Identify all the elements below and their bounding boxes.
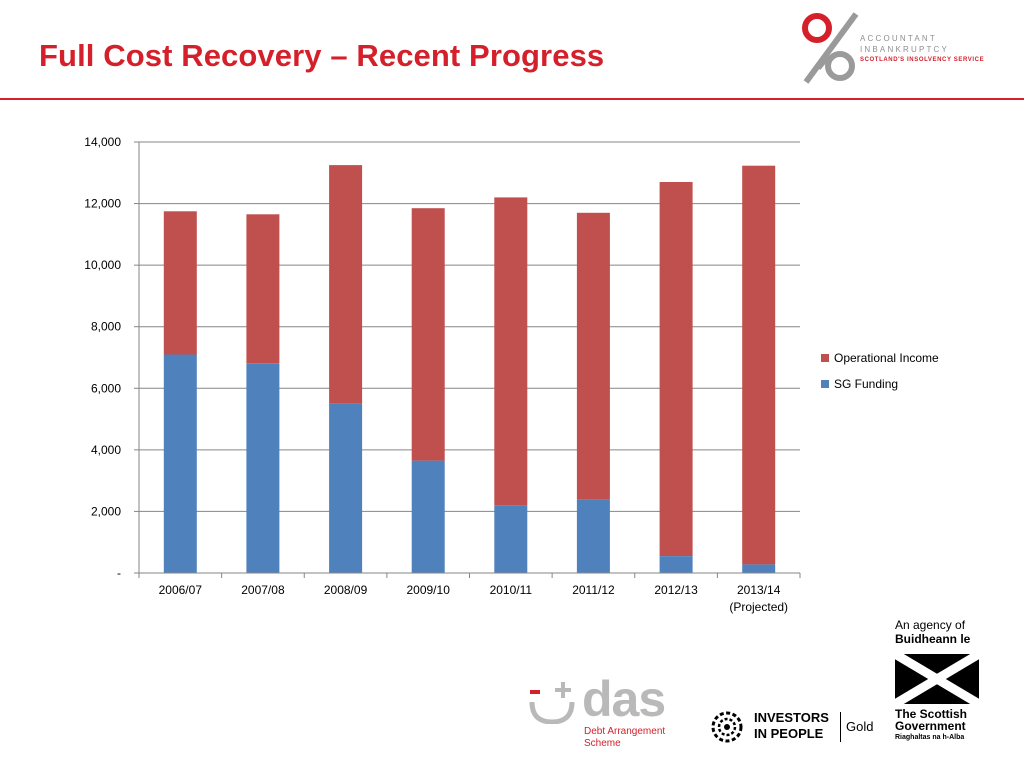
bar-sg-funding: [246, 363, 280, 573]
aib-logo-line2: INBANKRUPTCY: [860, 45, 950, 54]
bar-sg-funding: [329, 403, 363, 573]
page-title: Full Cost Recovery – Recent Progress: [39, 38, 605, 73]
iip-logo-line1: INVESTORS: [754, 710, 829, 725]
bar-operational-income: [742, 165, 776, 565]
debt-arrangement-scheme-logo: das Debt Arrangement Scheme: [528, 671, 688, 752]
iip-logo-line2: IN PEOPLE: [754, 726, 824, 741]
x-tick-label: 2012/13: [654, 583, 698, 597]
bar-operational-income: [576, 212, 610, 500]
bar-sg-funding: [576, 499, 610, 573]
scottish-government-logo: An agency of Buidheann le The Scottish G…: [893, 618, 989, 746]
percent-figure-logo-icon: [802, 12, 859, 84]
y-tick-label: 14,000: [84, 135, 121, 149]
title-divider: [0, 98, 1024, 100]
government-line2: Government: [895, 719, 966, 733]
bar-operational-income: [163, 211, 197, 355]
x-tick-label: 2008/09: [324, 583, 368, 597]
stacked-bar-chart: - 2,000 4,000 6,000 8,000 10,000 12,000 14,000 2…: [84, 135, 939, 614]
y-tick-label: 12,000: [84, 197, 121, 211]
aib-logo-tagline: SCOTLAND'S INSOLVENCY SERVICE: [860, 57, 985, 63]
bar-sg-funding: [659, 556, 693, 573]
bar-operational-income: [659, 182, 693, 556]
y-tick-label: -: [117, 566, 121, 580]
x-tick-label: 2009/10: [406, 583, 450, 597]
x-tick-label: 2010/11: [490, 583, 533, 597]
bar-operational-income: [246, 214, 280, 364]
x-tick-label: 2006/07: [159, 583, 203, 597]
das-logo-word: das: [582, 671, 666, 727]
accountant-in-bankruptcy-logo: ACCOUNTANT INBANKRUPTCY SCOTLAND'S INSOL…: [798, 8, 998, 92]
y-tick-label: 4,000: [91, 443, 121, 457]
bar-sg-funding: [163, 354, 197, 573]
legend-swatch: [821, 380, 829, 388]
bar-sg-funding: [411, 460, 445, 573]
government-line3: Riaghaltas na h-Alba: [895, 734, 965, 741]
bar-sg-funding: [742, 564, 776, 573]
legend-label: Operational Income: [834, 351, 939, 365]
x-tick-label: 2011/12: [572, 583, 615, 597]
agency-line1: An agency of: [895, 618, 966, 632]
bar-operational-income: [329, 165, 363, 404]
y-tick-label: 8,000: [91, 320, 121, 334]
agency-line2: Buidheann le: [895, 632, 971, 646]
bar-operational-income: [494, 197, 528, 506]
iip-logo-tier: Gold: [846, 719, 874, 734]
aib-logo-line1: ACCOUNTANT: [860, 34, 937, 43]
legend-label: SG Funding: [834, 377, 898, 391]
bar-sg-funding: [494, 505, 528, 573]
das-logo-sub1: Debt Arrangement: [584, 726, 666, 737]
investors-in-people-logo: INVESTORS IN PEOPLE Gold: [706, 706, 886, 748]
laurel-wreath-logo-icon: [711, 711, 743, 743]
x-tick-label: 2007/08: [241, 583, 285, 597]
y-tick-label: 2,000: [91, 504, 121, 518]
x-tick-label: 2013/14: [737, 583, 781, 597]
bar-operational-income: [411, 208, 445, 461]
legend-swatch: [821, 354, 829, 362]
x-tick-label: (Projected): [729, 600, 788, 614]
y-tick-label: 6,000: [91, 381, 121, 395]
y-tick-label: 10,000: [84, 258, 121, 272]
iip-logo-divider: [840, 712, 841, 742]
saltire-flag-logo-icon: [895, 654, 979, 704]
government-line1: The Scottish: [895, 707, 968, 721]
plus-minus-smile-logo-icon: [529, 682, 575, 724]
das-logo-sub2: Scheme: [584, 738, 621, 749]
